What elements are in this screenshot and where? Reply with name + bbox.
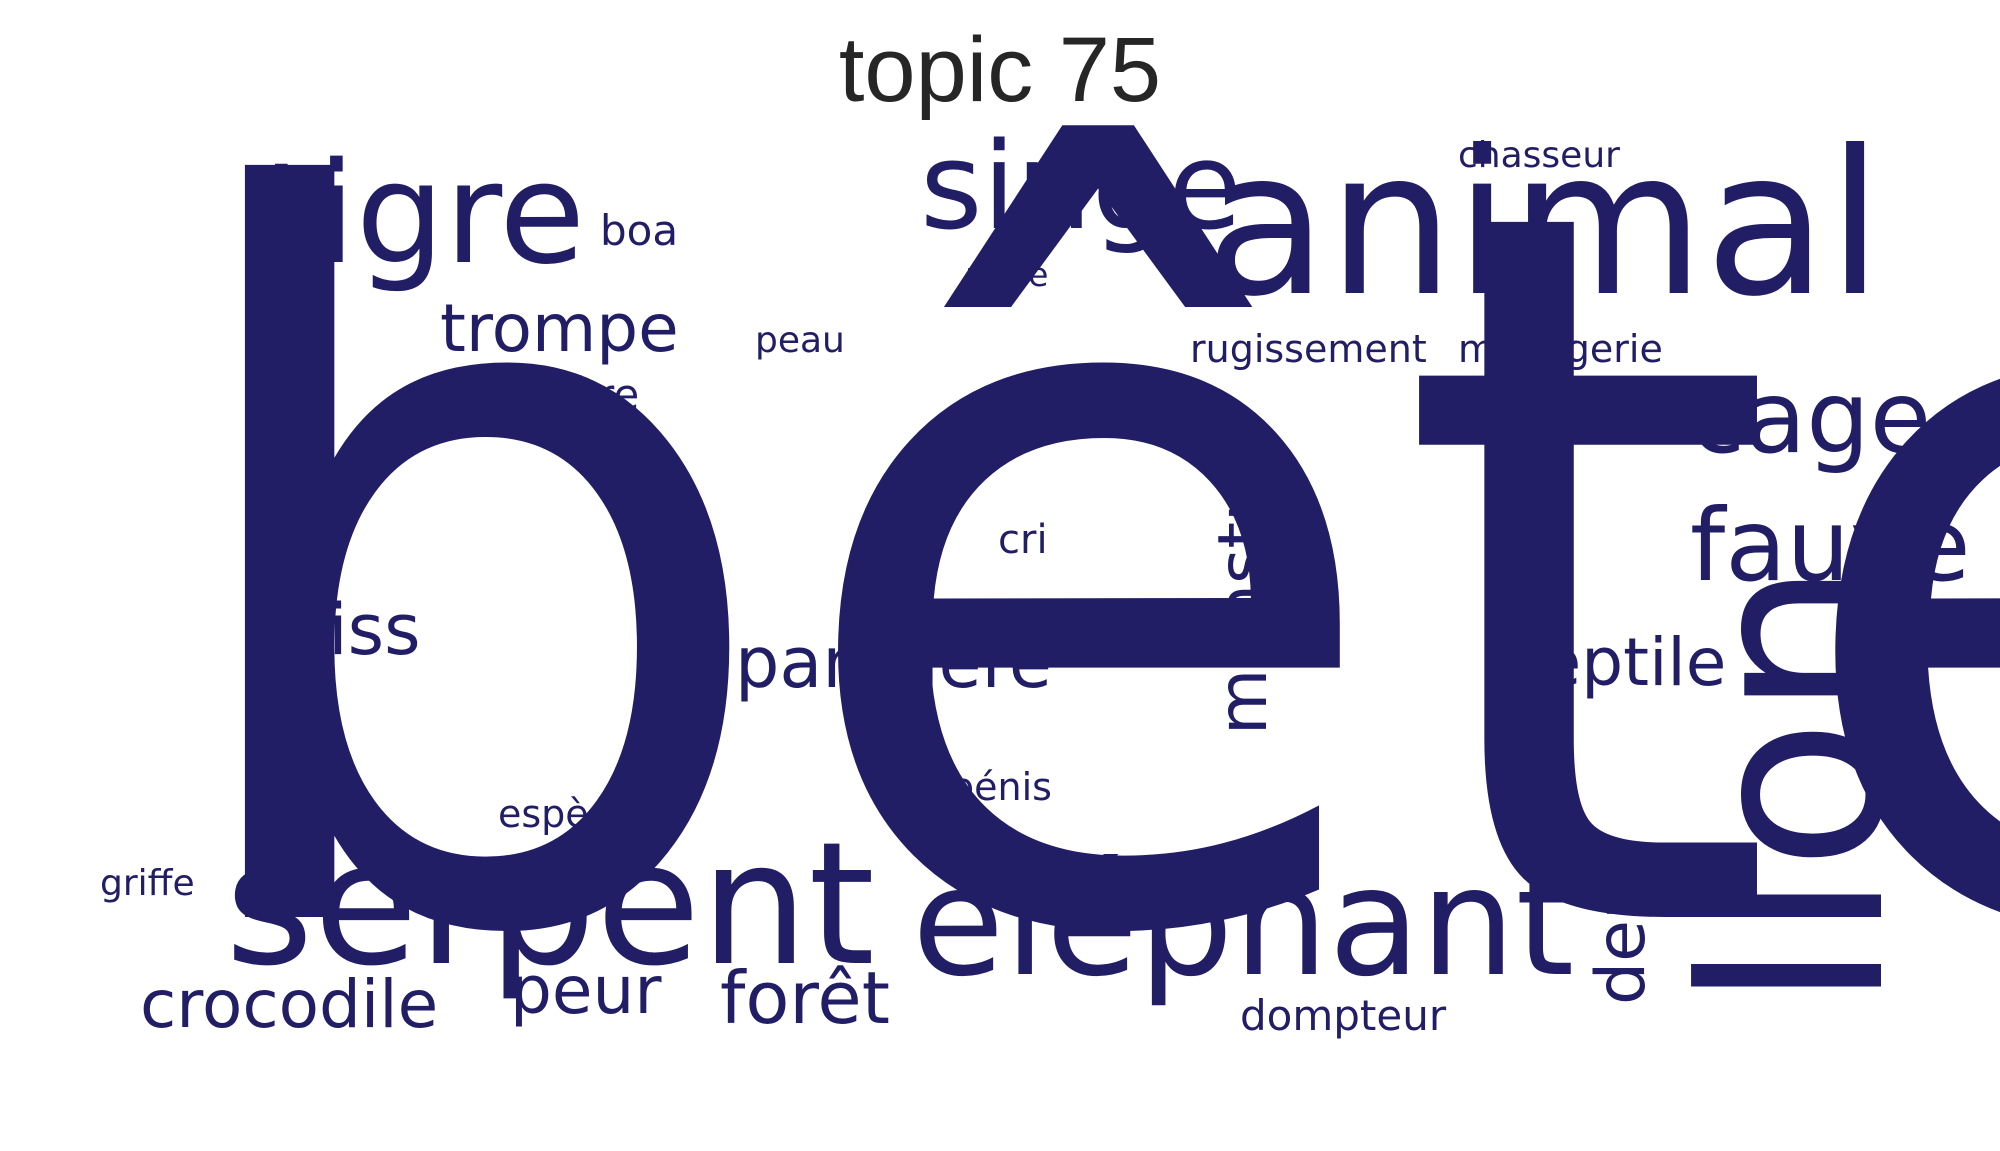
word-peau: peau [755,320,845,361]
word-miss: miss [260,589,421,671]
word-dent: dent [1582,850,1661,1005]
word-cloud-canvas: topic 75 bête animal tigre singe boa cha… [100,0,2000,1151]
word-chasseur: chasseur [1458,135,1620,176]
word-animal: animal [1205,108,1883,341]
word-panthere: panthère [735,622,1052,704]
word-peur: peur [510,952,662,1029]
word-crocodile: crocodile [140,966,439,1043]
word-cage: cage [1690,359,1932,476]
word-tigre: tigre [262,133,586,296]
word-cri: cri [998,517,1048,563]
word-boa: boa [600,206,679,255]
word-singe: singe [920,118,1242,257]
word-proie: proie [965,255,1049,294]
word-espece: espèce [498,792,633,836]
word-menagerie: ménagerie [1458,327,1663,371]
word-serpent: serpent [225,806,875,1004]
word-lion: lion [1649,559,1940,1010]
word-penis: pénis [950,765,1052,809]
word-monstre: monstre [1204,453,1283,735]
word-rugissement: rugissement [1190,327,1427,371]
word-fauve: fauve [1690,487,1971,604]
word-reptile: reptile [1515,624,1727,701]
word-foret: forêt [720,956,890,1040]
word-trompe: trompe [440,290,679,367]
word-dompteur: dompteur [1240,991,1447,1040]
word-bete: bête [155,0,2000,1151]
word-vipere: vipère [508,370,640,419]
chart-title: topic 75 [838,19,1162,121]
word-griffe: griffe [100,863,195,904]
word-elephant: éléphant [912,836,1575,1010]
